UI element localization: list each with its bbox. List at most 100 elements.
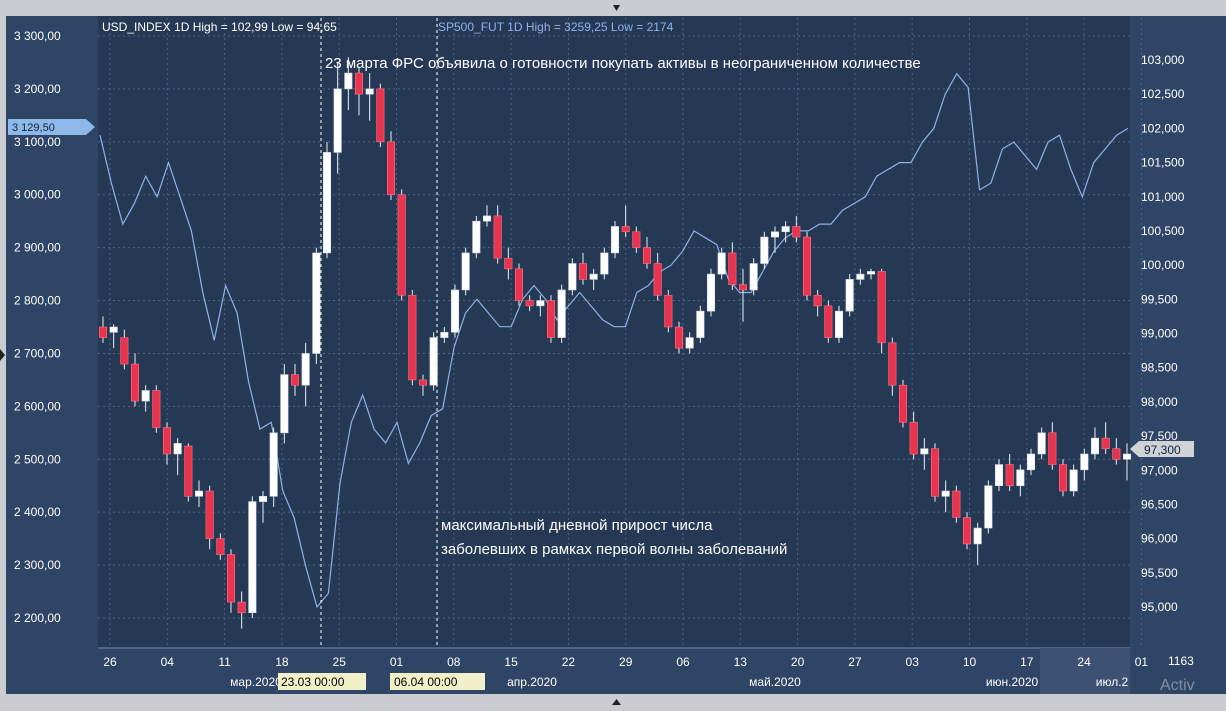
candle [194,480,204,507]
left-price-marker-label: 3 129,50 [12,122,55,134]
left-tick-label: 2 500,00 [14,452,61,466]
candle [205,485,214,550]
candle [354,67,364,116]
candle [109,324,118,349]
candle [1069,464,1078,497]
left-tick-label: 3 200,00 [14,82,61,96]
left-tick-label: 2 900,00 [14,241,61,255]
left-tick-label: 2 400,00 [14,505,61,519]
cursor-time-box-2 [390,673,485,690]
candle [152,385,161,433]
bottom-bar [0,694,1226,706]
right-tick-label: 98,000 [1141,395,1178,409]
candle [440,327,449,343]
candle [610,221,620,259]
right-axis-tick-labels: 103,000 102,500 102,000 101,500 101,000 100,5… [1141,53,1185,614]
right-tick-label: 96,500 [1141,497,1178,511]
candle [909,411,918,460]
right-tick-label: 99,500 [1141,292,1178,306]
candle [216,533,225,560]
candle [621,205,630,238]
left-axis-tick-labels: 3 300,00 3 200,00 3 100,00 3 000,00 2 900,00… [14,29,61,625]
right-tick-label: 99,000 [1141,327,1178,341]
left-tick-label: 2 300,00 [14,558,61,572]
candle [504,247,513,280]
x-tick-label: 10 [963,655,977,669]
left-tick-label: 2 800,00 [14,294,61,308]
candle [1026,448,1036,476]
bottom-scroll-arrow-icon[interactable] [612,699,621,705]
candle [877,268,886,354]
candle [365,73,374,121]
right-tick-label: 97,000 [1141,463,1178,477]
candle [344,57,353,111]
x-tick-label: 03 [906,655,920,669]
candle [706,268,716,317]
candle [578,252,588,285]
top-scroll-arrow-icon[interactable] [613,5,620,11]
candle [600,247,609,280]
candle [802,231,812,301]
candle [813,289,822,317]
candle [1112,438,1121,465]
x-tick-label: 06 [676,655,690,669]
candle [408,289,417,386]
time-axis[interactable] [6,648,1226,694]
x-tick-label: 26 [103,655,117,669]
candle [98,316,108,343]
x-tick-label: 04 [161,655,175,669]
candle [898,379,908,428]
right-tick-label: 95,000 [1141,600,1178,614]
left-scroll-arrow-icon[interactable] [0,349,5,361]
month-label: мар.2020 [230,675,282,689]
candle [1101,422,1110,454]
right-tick-label: 96,000 [1141,532,1178,546]
x-tick-label: 22 [562,655,576,669]
candle [770,226,780,253]
x-tick-label: 27 [848,655,862,669]
x-tick-label: 08 [447,655,461,669]
left-tick-label: 3 100,00 [14,135,61,149]
candle [952,485,961,523]
candle [237,591,246,629]
x-tick-label: 11 [218,655,231,669]
candle [536,295,545,317]
left-price-axis[interactable] [6,16,98,648]
cursor-time-label-2: 06.04 00:00 [394,675,458,689]
month-label: апр.2020 [507,675,557,689]
candle [514,263,524,306]
candle [1080,448,1089,481]
candle [258,491,268,523]
candle [653,252,662,301]
candle [962,512,972,550]
candle [333,62,342,174]
candle [248,496,257,618]
candle [184,443,193,502]
fed-annotation: 23 марта ФРС объявила о готовности покуп… [325,55,921,72]
right-price-axis[interactable] [1130,16,1226,648]
left-tick-label: 3 000,00 [14,188,61,202]
candle [418,374,428,396]
candle [557,284,566,343]
candle [461,247,470,296]
candle [781,221,790,243]
candle [941,480,950,513]
candle [269,427,278,507]
candle [1016,464,1025,497]
candle [888,337,897,396]
candle [728,242,737,290]
candle [546,295,556,343]
plot-area[interactable] [98,16,1130,648]
left-price-marker [8,119,95,135]
month-label: май.2020 [749,675,801,689]
candle [280,364,289,444]
candle [130,353,140,407]
candle [120,329,129,370]
right-tick-label: 95,500 [1141,566,1178,580]
candle [856,268,865,285]
candle [792,215,801,243]
candle [994,459,1004,492]
candle [696,305,705,343]
volume-label: 1163 [1168,654,1194,668]
